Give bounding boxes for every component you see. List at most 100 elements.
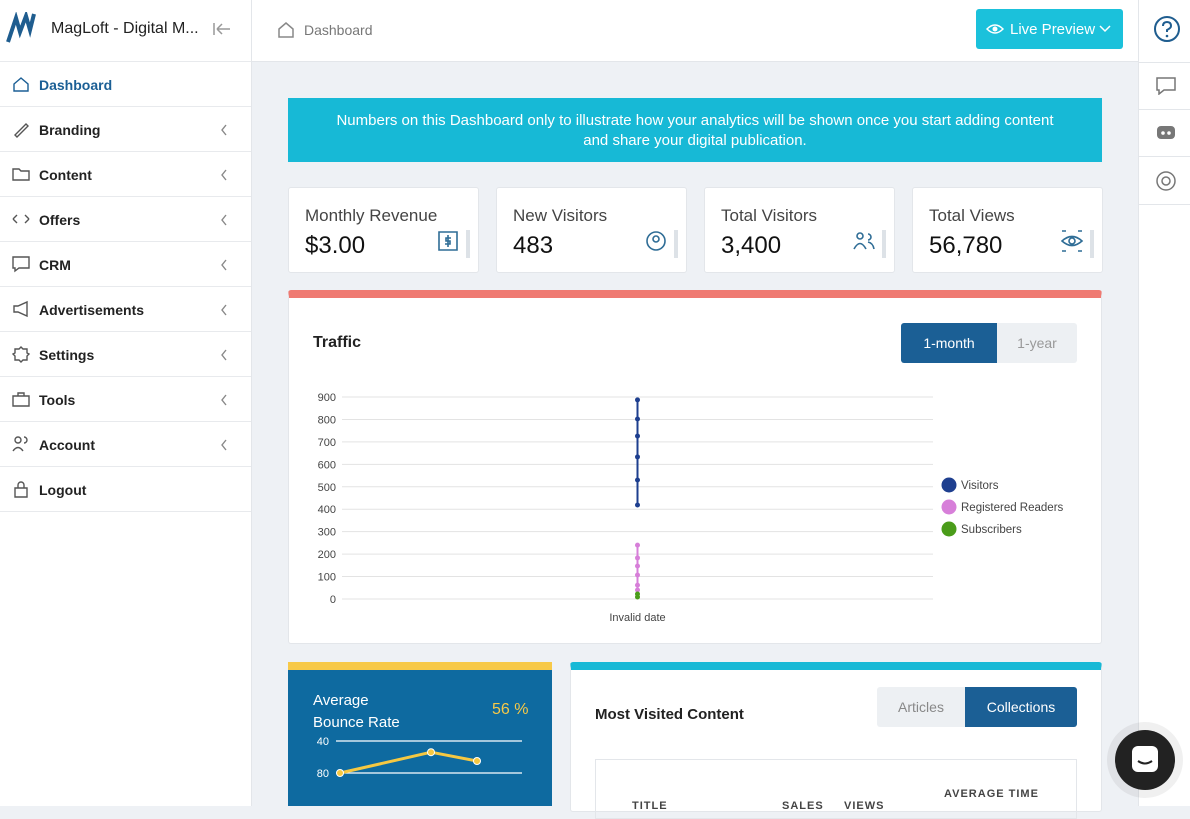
chevron <box>221 214 227 226</box>
y-tick-label: 80 <box>317 768 329 780</box>
tab-1-year[interactable]: 1-year <box>997 323 1077 363</box>
chat-launcher[interactable] <box>1115 730 1175 790</box>
home-icon <box>278 22 294 38</box>
breadcrumb[interactable]: Dashboard <box>304 22 373 38</box>
stat-card: Total Visitors 3,400 <box>704 187 895 273</box>
chevron-shape <box>221 304 227 316</box>
point <box>635 477 640 483</box>
point <box>635 502 640 508</box>
icon-shape <box>13 300 28 318</box>
discord-tab[interactable] <box>1139 110 1190 157</box>
stat-label: New Visitors <box>513 206 608 225</box>
nav-label: Content <box>39 167 92 183</box>
legend-label: Visitors <box>961 480 999 492</box>
live-preview-label: Live Preview <box>1010 21 1096 38</box>
column-header: AVERAGE TIME <box>944 788 1039 800</box>
legend-swatch <box>941 499 957 515</box>
stat-card: Total Views 56,780 <box>912 187 1103 273</box>
chat-tab[interactable] <box>1139 62 1190 110</box>
traffic-card: Traffic 1-month 1-year <box>288 290 1102 644</box>
chevron-shape <box>221 124 227 136</box>
y-tick-label: 900 <box>318 392 336 404</box>
topbar: Dashboard Live Preview <box>252 0 1138 62</box>
nav-icon <box>12 168 30 181</box>
icon-bar <box>882 230 886 258</box>
y-tick-label: 300 <box>318 527 336 539</box>
chevron-shape <box>221 439 227 451</box>
legend-swatch <box>941 521 957 537</box>
notice-line: Numbers on this Dashboard only to illust… <box>336 112 1054 129</box>
column-header: TITLE <box>632 800 668 812</box>
most-visited-card: Most Visited Content Articles Collection… <box>570 662 1102 819</box>
nav-icon <box>12 436 28 452</box>
icon-shape <box>12 256 30 273</box>
point <box>427 748 435 757</box>
point <box>473 757 481 765</box>
nav-item[interactable]: Tools <box>0 377 251 422</box>
point <box>635 433 640 439</box>
icon-shape <box>14 481 28 498</box>
column-header: VIEWS <box>844 800 885 812</box>
stat-icon <box>1061 230 1094 258</box>
nav-label: Offers <box>39 212 81 228</box>
chevron-shape <box>221 214 227 226</box>
nav-item[interactable]: Advertisements <box>0 287 251 332</box>
stat-label: Monthly Revenue <box>305 206 438 225</box>
target-tab[interactable] <box>1139 157 1190 205</box>
stat-label: Total Views <box>929 206 1015 225</box>
stat-value: 56,780 <box>929 232 1003 259</box>
nav-label: CRM <box>39 257 71 273</box>
bounce-title-line: Average <box>313 692 369 709</box>
nav-item[interactable]: Dashboard <box>0 62 251 107</box>
nav: Dashboard Branding Content Offers CRM Adverti… <box>0 61 251 512</box>
chevron <box>221 304 227 316</box>
nav-label: Advertisements <box>39 302 145 318</box>
nav-item[interactable]: Settings <box>0 332 251 377</box>
nav-icon <box>13 300 28 318</box>
bounce-line <box>339 750 478 775</box>
tab-1-month[interactable]: 1-month <box>901 323 997 363</box>
nav-item[interactable]: CRM <box>0 242 251 287</box>
bounce-chart: 40 80 <box>317 736 522 780</box>
stat-icon <box>853 230 886 258</box>
app-name: MagLoft - Digital M... <box>51 20 199 37</box>
x-tick-label: Invalid date <box>609 612 665 624</box>
point <box>635 572 640 578</box>
nav-label: Branding <box>39 122 101 138</box>
nav-item[interactable]: Logout <box>0 467 251 512</box>
nav-item[interactable]: Offers <box>0 197 251 242</box>
chevron-shape <box>221 169 227 181</box>
icon-shape <box>438 231 458 251</box>
right-rail <box>1138 0 1190 806</box>
nav-icon <box>12 214 30 224</box>
bounce-title-line: Bounce Rate <box>313 714 400 731</box>
y-tick-label: 40 <box>317 736 329 748</box>
stat-value: 3,400 <box>721 232 782 259</box>
point <box>635 582 640 588</box>
nav-item[interactable]: Account <box>0 422 251 467</box>
icon-shape <box>853 232 875 250</box>
bounce-value: 56 % <box>492 701 529 718</box>
y-tick-label: 100 <box>318 572 336 584</box>
chevron <box>221 349 227 361</box>
stat-icon <box>646 230 678 258</box>
nav-item[interactable]: Content <box>0 152 251 197</box>
bounce-title: Average Bounce Rate <box>313 690 400 734</box>
point <box>635 397 640 403</box>
nav-item[interactable]: Branding <box>0 107 251 152</box>
tab-collections[interactable]: Collections <box>965 687 1077 727</box>
chevron <box>221 394 227 406</box>
stat-card: New Visitors 483 <box>496 187 687 273</box>
collapse-icon[interactable] <box>213 22 231 36</box>
notice-banner: Numbers on this Dashboard only to illust… <box>288 98 1102 162</box>
live-preview-button[interactable]: Live Preview <box>976 9 1123 49</box>
nav-icon <box>12 392 30 407</box>
nav-label: Logout <box>39 482 87 498</box>
tab-articles[interactable]: Articles <box>877 687 965 727</box>
help-icon[interactable] <box>1153 15 1181 43</box>
y-tick-label: 200 <box>318 549 336 561</box>
chevron-shape <box>221 394 227 406</box>
icon-shape <box>12 346 30 363</box>
icon-shape <box>14 123 29 138</box>
icon-shape <box>12 436 28 452</box>
